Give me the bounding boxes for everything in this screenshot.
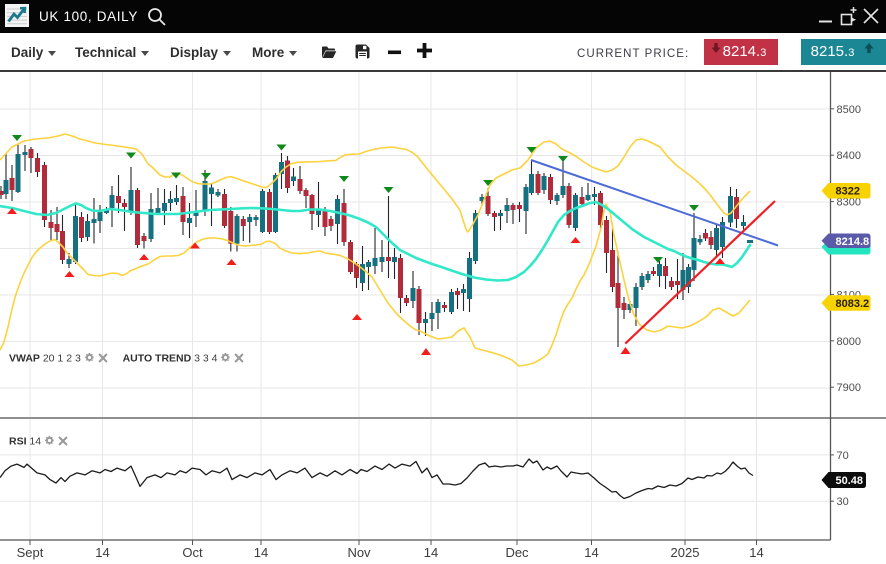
svg-text:14: 14 <box>584 545 598 560</box>
svg-text:8500: 8500 <box>837 104 861 116</box>
svg-text:14: 14 <box>424 545 438 560</box>
svg-text:8000: 8000 <box>837 336 861 348</box>
svg-text:8400: 8400 <box>837 150 861 162</box>
svg-text:8322: 8322 <box>836 186 860 198</box>
svg-text:50.48: 50.48 <box>836 475 864 487</box>
svg-text:8300: 8300 <box>837 197 861 209</box>
svg-text:8214.8: 8214.8 <box>836 236 870 248</box>
svg-text:30: 30 <box>837 496 849 508</box>
svg-text:7900: 7900 <box>837 382 861 394</box>
svg-text:14: 14 <box>254 545 268 560</box>
svg-text:Dec: Dec <box>505 545 529 560</box>
svg-text:Nov: Nov <box>347 545 371 560</box>
svg-text:14: 14 <box>95 545 109 560</box>
svg-text:14: 14 <box>749 545 763 560</box>
svg-text:8083.2: 8083.2 <box>836 298 870 310</box>
svg-text:2025: 2025 <box>671 545 700 560</box>
svg-text:Sept: Sept <box>17 545 44 560</box>
svg-text:Oct: Oct <box>182 545 203 560</box>
svg-text:70: 70 <box>837 450 849 462</box>
